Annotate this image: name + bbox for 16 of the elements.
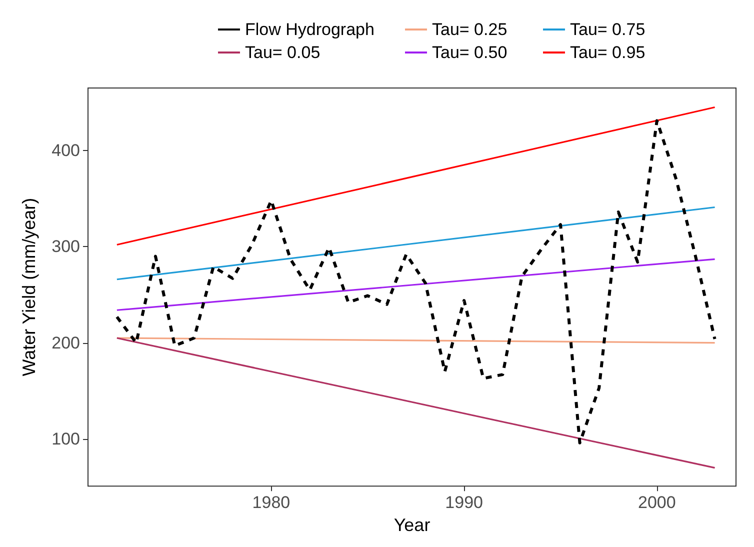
y-tick-label: 100 <box>52 429 80 448</box>
legend-label: Flow Hydrograph <box>245 20 374 39</box>
legend-label: Tau= 0.05 <box>245 43 320 62</box>
legend-label: Tau= 0.95 <box>570 43 646 62</box>
legend-label: Tau= 0.75 <box>570 20 646 39</box>
legend-label: Tau= 0.50 <box>432 43 508 62</box>
y-tick-label: 200 <box>52 333 80 352</box>
y-axis-title: Water Yield (mm/year) <box>19 198 39 376</box>
y-tick-label: 300 <box>52 237 80 256</box>
legend-label: Tau= 0.25 <box>432 20 508 39</box>
x-tick-label: 2000 <box>638 493 676 512</box>
x-tick-label: 1990 <box>445 493 483 512</box>
line-series <box>115 119 716 444</box>
y-tick-label: 400 <box>52 141 80 160</box>
x-axis-title: Year <box>394 515 430 535</box>
x-tick-label: 1980 <box>252 493 290 512</box>
